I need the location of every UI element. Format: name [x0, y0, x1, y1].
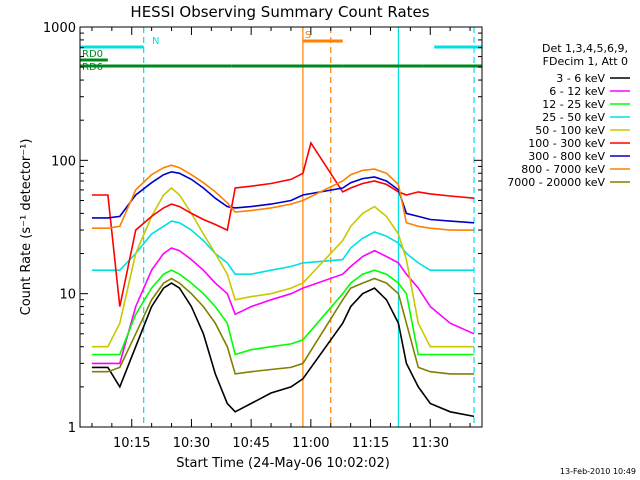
series-line-6 [91, 170, 475, 224]
legend-label-7: 800 - 7000 keV [521, 163, 605, 176]
x-tick-label-4: 11:15 [352, 436, 389, 451]
flag-label-rd6: RD6 [82, 62, 103, 73]
x-tick-label-5: 11:30 [412, 436, 449, 451]
legend-label-2: 12 - 25 keV [542, 98, 605, 111]
x-axis-label: Start Time (24-May-06 10:02:02) [176, 456, 390, 471]
y-tick-label-2: 100 [51, 154, 76, 169]
series-line-0 [91, 282, 475, 418]
legend-header-line-2: FDecim 1, Att 0 [543, 55, 628, 68]
flag-label-n: N [152, 36, 159, 47]
legend-label-3: 25 - 50 keV [542, 111, 605, 124]
y-tick-label-1: 10 [59, 288, 76, 303]
legend-label-1: 6 - 12 keV [549, 85, 605, 98]
legend-header-line-1: Det 1,3,4,5,6,9, [542, 42, 628, 55]
chart-title: HESSI Observing Summary Count Rates [130, 3, 429, 21]
legend-label-5: 100 - 300 keV [528, 137, 605, 150]
legend-label-0: 3 - 6 keV [556, 72, 605, 85]
y-axis-label: Count Rate (s⁻¹ detector⁻¹) [19, 139, 34, 316]
series-line-4 [91, 186, 474, 348]
x-tick-label-0: 10:15 [113, 436, 150, 451]
x-tick-label-2: 10:45 [232, 436, 269, 451]
legend-label-4: 50 - 100 keV [535, 124, 605, 137]
flag-label-rd0: RD0 [82, 49, 103, 60]
series-line-3 [91, 220, 474, 276]
legend-label-8: 7000 - 20000 keV [507, 176, 605, 189]
y-tick-label-3: 1000 [43, 21, 76, 36]
series-line-8 [91, 277, 474, 375]
plot-frame [79, 26, 483, 428]
timestamp-label: 13-Feb-2010 10:49 [560, 467, 636, 476]
x-tick-label-3: 11:00 [292, 436, 329, 451]
series-line-7 [91, 164, 474, 231]
flag-label-s: S [305, 30, 311, 41]
series-line-2 [91, 269, 474, 356]
legend-label-6: 300 - 800 keV [528, 150, 605, 163]
series-line-1 [91, 247, 475, 365]
plot-area: N RD0 RD6 S [80, 27, 482, 427]
axes: 1 10 100 1000 10:15 10:30 10:45 11:00 11:15 11:30 [43, 21, 482, 451]
x-tick-label-1: 10:30 [173, 436, 210, 451]
series-line-5 [91, 141, 475, 307]
y-tick-label-0: 1 [68, 421, 76, 436]
